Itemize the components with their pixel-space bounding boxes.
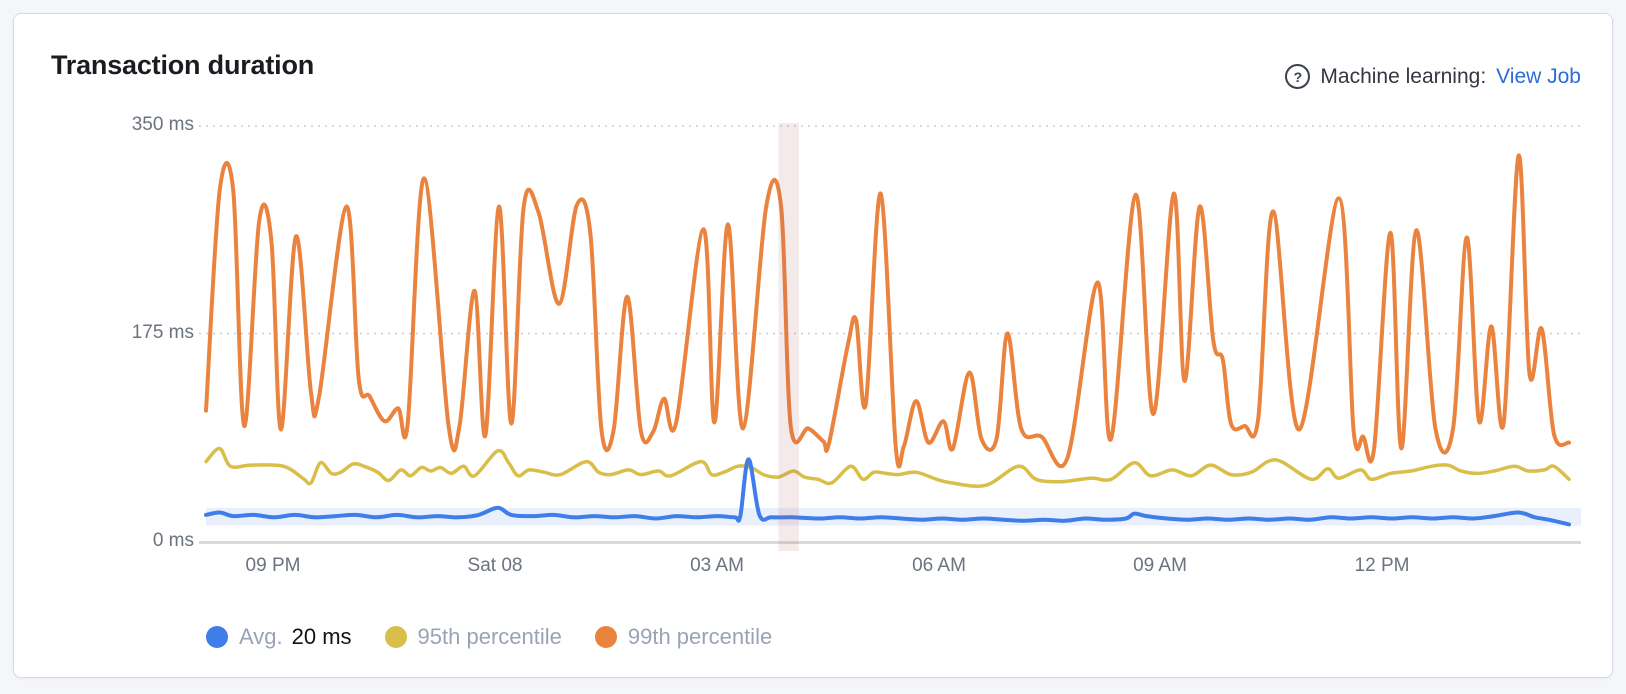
- machine-learning-header: ? Machine learning: View Job: [1285, 64, 1581, 89]
- x-tick-09pm: 09 PM: [245, 555, 301, 576]
- y-tick-175ms: 175 ms: [131, 322, 194, 343]
- x-tick-09am: 09 AM: [1133, 555, 1187, 576]
- x-tick-12pm: 12 PM: [1354, 555, 1410, 576]
- series-avg-: [204, 457, 1571, 527]
- help-question-icon[interactable]: ?: [1285, 64, 1311, 89]
- ml-anomaly-annotation-band: [778, 123, 799, 551]
- machine-learning-label: Machine learning:: [1320, 64, 1487, 88]
- y-tick-0ms: 0 ms: [152, 530, 194, 551]
- y-tick-350ms: 350 ms: [131, 114, 194, 135]
- transaction-duration-chart[interactable]: [14, 14, 1612, 677]
- avg-series-dot-icon: [206, 626, 228, 648]
- view-job-link[interactable]: View Job: [1496, 64, 1581, 88]
- p95-series-dot-icon: [384, 626, 407, 648]
- legend-item-95th[interactable]: 95th percentile: [384, 624, 562, 650]
- series-95th-percentile: [204, 446, 1571, 488]
- page-title: Transaction duration: [51, 50, 315, 80]
- legend-label-95th: 95th percentile: [417, 624, 562, 649]
- legend-label-avg: Avg.: [239, 624, 283, 649]
- series-99th-percentile: [204, 153, 1571, 469]
- chart-legend: Avg. 20 ms 95th percentile 99th percenti…: [206, 624, 772, 650]
- legend-value-avg: 20 ms: [291, 624, 352, 649]
- legend-item-99th[interactable]: 99th percentile: [594, 624, 773, 650]
- x-tick-sat08: Sat 08: [467, 555, 523, 576]
- legend-item-avg[interactable]: Avg. 20 ms: [206, 624, 352, 650]
- transaction-duration-panel: Transaction duration ? Machine learning:…: [13, 13, 1613, 678]
- p99-series-dot-icon: [594, 626, 617, 648]
- legend-label-99th: 99th percentile: [627, 624, 773, 649]
- x-tick-03am: 03 AM: [690, 555, 744, 576]
- x-tick-06am: 06 AM: [912, 555, 966, 576]
